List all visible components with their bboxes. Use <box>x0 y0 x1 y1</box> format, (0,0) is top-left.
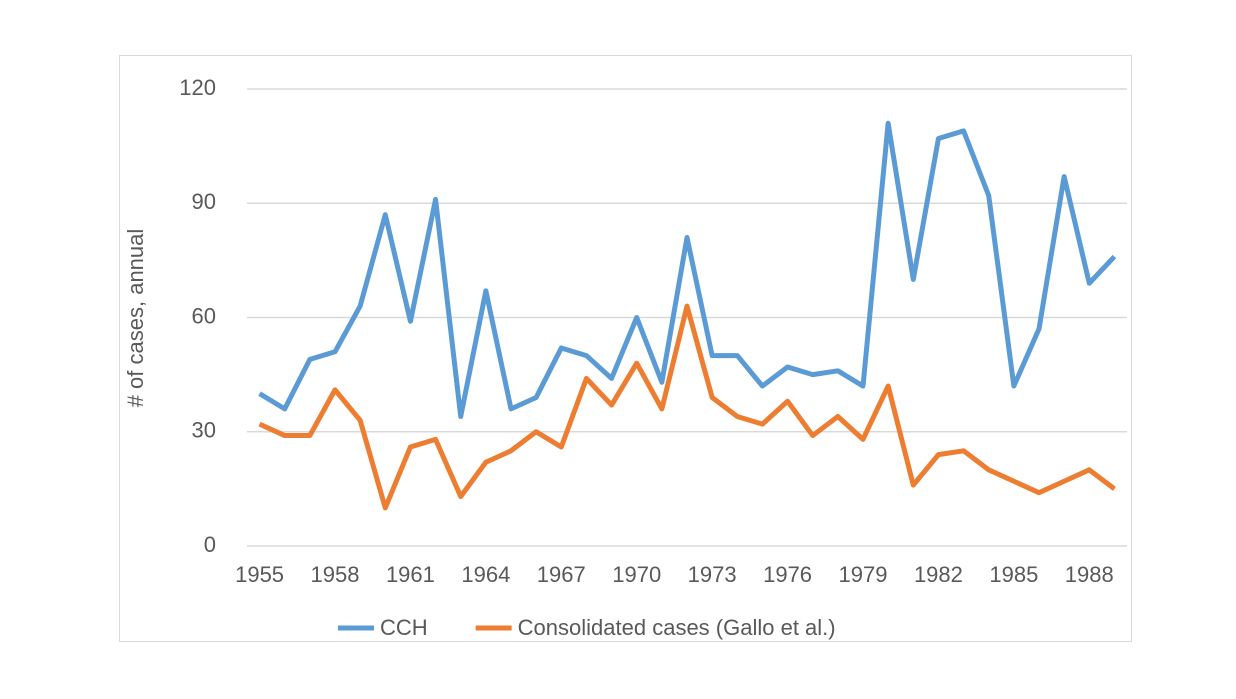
series-line <box>258 120 1117 420</box>
y-tick-label: 30 <box>192 418 216 443</box>
x-tick-label: 1964 <box>461 562 510 587</box>
x-tick-label: 1979 <box>839 562 888 587</box>
y-tick-label: 60 <box>192 303 216 328</box>
x-tick-label: 1967 <box>537 562 586 587</box>
x-tick-label: 1970 <box>612 562 661 587</box>
x-tick-label: 1955 <box>235 562 284 587</box>
legend-label: CCH <box>380 615 428 640</box>
y-tick-label: 120 <box>179 75 216 100</box>
x-tick-label: 1988 <box>1065 562 1114 587</box>
x-tick-label: 1985 <box>989 562 1038 587</box>
legend-label: Consolidated cases (Gallo et al.) <box>518 615 836 640</box>
x-tick-label: 1961 <box>386 562 435 587</box>
x-tick-label: 1958 <box>311 562 360 587</box>
y-tick-label: 90 <box>192 189 216 214</box>
series-line <box>258 303 1116 511</box>
y-axis-label: # of cases, annual <box>123 229 148 408</box>
y-tick-label: 0 <box>204 532 216 557</box>
x-tick-label: 1982 <box>914 562 963 587</box>
x-tick-label: 1973 <box>688 562 737 587</box>
x-tick-label: 1976 <box>763 562 812 587</box>
